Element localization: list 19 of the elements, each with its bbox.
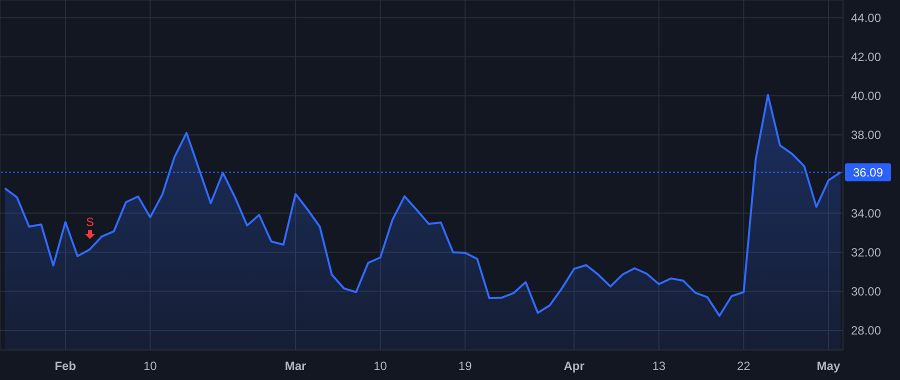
y-tick-label: 32.00 <box>851 245 882 260</box>
y-tick-label: 44.00 <box>851 10 882 25</box>
y-tick-label: 28.00 <box>851 324 882 338</box>
x-tick-label: Apr <box>564 359 585 373</box>
y-tick-label: 40.00 <box>851 89 882 104</box>
x-tick-label: 22 <box>737 359 751 373</box>
x-tick-label: 10 <box>374 359 388 373</box>
x-tick-label: Feb <box>54 359 76 373</box>
x-tick-label: May <box>816 359 840 373</box>
y-tick-label: 38.00 <box>851 128 882 142</box>
x-tick-label: Mar <box>284 359 307 373</box>
y-tick-label: 42.00 <box>851 50 882 64</box>
y-tick-label: 30.00 <box>851 284 882 299</box>
y-tick-label: 34.00 <box>851 206 882 220</box>
x-tick-label: 19 <box>458 359 472 373</box>
ref-line-label: 36.09 <box>852 165 884 180</box>
x-tick-label: 13 <box>652 359 666 373</box>
annotation: S <box>86 215 94 229</box>
x-tick-label: 10 <box>144 359 158 373</box>
